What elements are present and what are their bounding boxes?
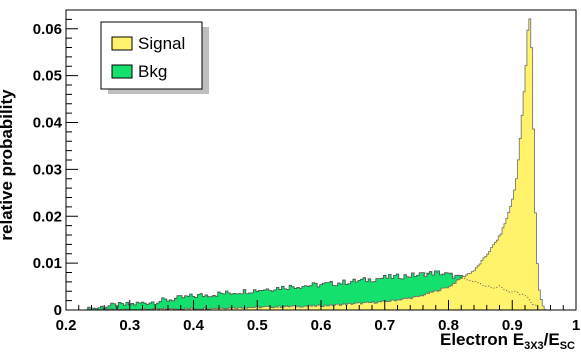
- legend-signal-label: Signal: [138, 34, 185, 53]
- y-tick-label: 0: [54, 302, 62, 319]
- signal-histogram: [85, 18, 547, 311]
- legend-signal-swatch: [111, 36, 133, 51]
- y-tick-label: 0.05: [33, 68, 62, 85]
- x-tick-label: 0.4: [183, 317, 205, 334]
- legend-bkg-swatch: [111, 64, 133, 79]
- axes-layer: 0.2 0.3 0.4 0.5 0.6 0.7 0.8 0.9 1 0 0.01 0.02 0.03 0.…: [33, 10, 580, 334]
- x-tick-label: 1: [572, 317, 580, 334]
- legend-bkg-label: Bkg: [138, 62, 167, 81]
- y-tick-label: 0.01: [33, 255, 62, 272]
- x-tick-label: 0.7: [374, 317, 395, 334]
- x-tick-label: 0.6: [311, 317, 332, 334]
- legend: Signal Bkg: [100, 21, 209, 94]
- signal-series-layer: [85, 18, 547, 311]
- bkg-overlap-layer: [422, 271, 538, 307]
- y-tick-label: 0.02: [33, 208, 62, 225]
- x-axis-title: Electron E3X3/ESC: [440, 330, 575, 352]
- y-tick-label: 0.06: [33, 21, 62, 38]
- x-axis-title-main: Electron E: [440, 330, 524, 349]
- x-tick-label: 0.8: [438, 317, 459, 334]
- y-tick-label: 0.03: [33, 161, 62, 178]
- x-tick-label: 0.9: [502, 317, 523, 334]
- x-axis-subscript-2: SC: [560, 340, 575, 352]
- y-tick-label: 0.04: [33, 115, 63, 132]
- x-tick-label: 0.3: [119, 317, 140, 334]
- x-tick-label: 0.2: [56, 317, 77, 334]
- x-tick-label: 0.5: [247, 317, 268, 334]
- x-axis-subscript-1: 3X3: [524, 340, 544, 352]
- y-axis-title: relative probability: [0, 89, 16, 241]
- bkg-overlap-dotted-outline: [422, 271, 538, 307]
- x-axis-title-separator: /E: [544, 330, 560, 349]
